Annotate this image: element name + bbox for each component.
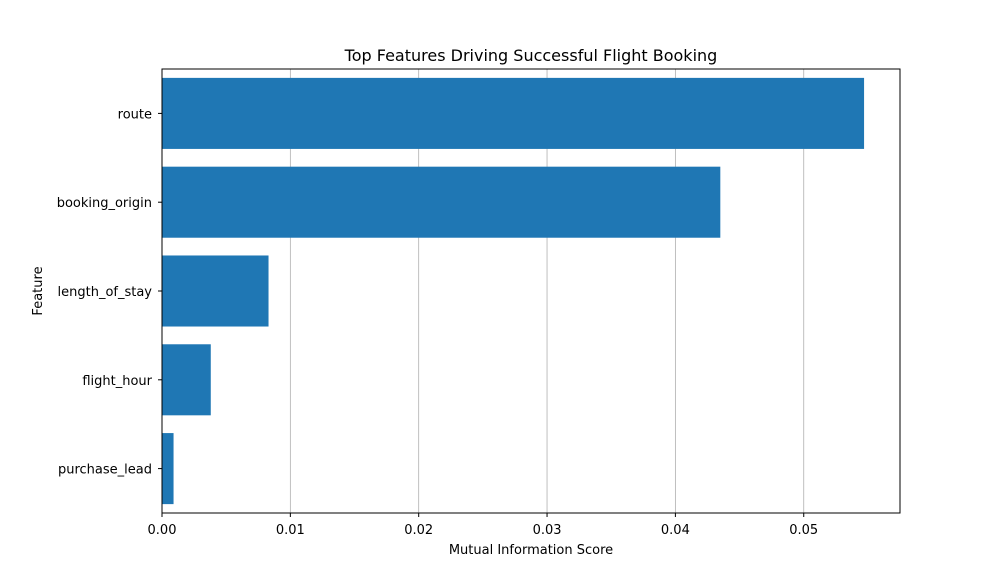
- x-tick-label: 0.03: [533, 523, 562, 538]
- x-tick-label: 0.02: [404, 523, 433, 538]
- bars: [162, 77, 865, 505]
- y-tick-label: booking_origin: [57, 196, 152, 211]
- x-tick-label: 0.00: [148, 523, 177, 538]
- y-tick-label: purchase_lead: [58, 463, 152, 478]
- bar-route: [162, 77, 865, 149]
- y-tick-label: length_of_stay: [58, 285, 153, 300]
- y-axis-label: Feature: [31, 266, 46, 315]
- bar-booking-origin: [162, 166, 721, 238]
- y-tick-label: flight_hour: [82, 374, 152, 389]
- x-tick-label: 0.05: [789, 523, 818, 538]
- x-axis-label: Mutual Information Score: [449, 543, 613, 558]
- x-tick-label: 0.01: [276, 523, 305, 538]
- y-axis-ticks: route booking_origin length_of_stay flight_…: [57, 107, 162, 478]
- x-tick-label: 0.04: [661, 523, 690, 538]
- bar-length-of-stay: [162, 255, 269, 327]
- y-tick-label: route: [118, 107, 152, 122]
- bar-flight-hour: [162, 344, 211, 416]
- x-axis-ticks: 0.00 0.01 0.02 0.03 0.04 0.05: [148, 513, 818, 538]
- chart-title: Top Features Driving Successful Flight B…: [344, 46, 718, 65]
- bar-purchase-lead: [162, 433, 174, 505]
